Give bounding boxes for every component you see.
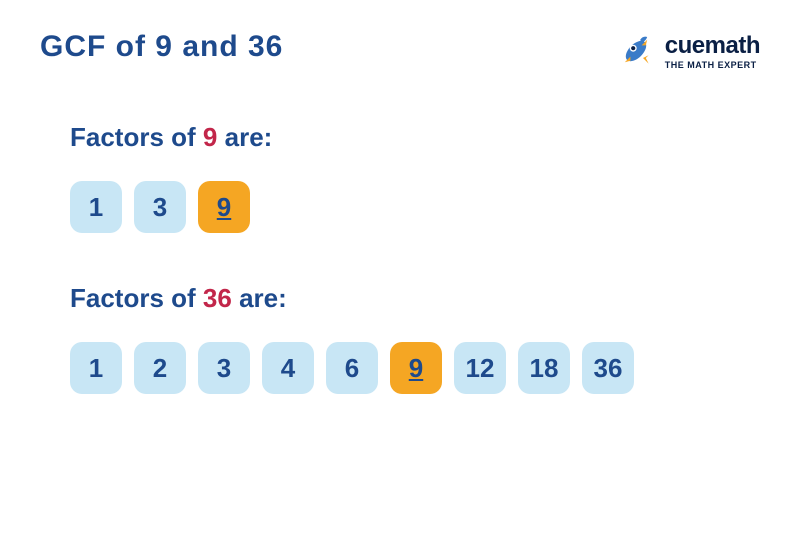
header: GCF of 9 and 36 cuemath THE MATH EXPERT xyxy=(40,30,760,72)
label-number: 9 xyxy=(203,122,217,152)
label-prefix: Factors of xyxy=(70,283,203,313)
section-label: Factors of 9 are: xyxy=(70,122,760,153)
sections-container: Factors of 9 are:139Factors of 36 are:12… xyxy=(40,122,760,394)
label-prefix: Factors of xyxy=(70,122,203,152)
factor-box: 1 xyxy=(70,342,122,394)
page-title: GCF of 9 and 36 xyxy=(40,30,283,64)
factor-box: 12 xyxy=(454,342,506,394)
factor-box: 1 xyxy=(70,181,122,233)
brand-tagline: THE MATH EXPERT xyxy=(665,60,760,70)
section-label: Factors of 36 are: xyxy=(70,283,760,314)
factor-box: 18 xyxy=(518,342,570,394)
factor-box: 2 xyxy=(134,342,186,394)
label-suffix: are: xyxy=(217,122,272,152)
factor-box: 4 xyxy=(262,342,314,394)
brand-name: cuemath xyxy=(665,32,760,60)
factor-row: 123469121836 xyxy=(70,342,760,394)
factors-section: Factors of 36 are:123469121836 xyxy=(40,283,760,394)
factor-box-gcf: 9 xyxy=(390,342,442,394)
factor-row: 139 xyxy=(70,181,760,233)
brand-logo: cuemath THE MATH EXPERT xyxy=(615,30,760,72)
factor-box: 6 xyxy=(326,342,378,394)
factor-box: 3 xyxy=(134,181,186,233)
factors-section: Factors of 9 are: 139 xyxy=(40,122,760,233)
factor-box-gcf: 9 xyxy=(198,181,250,233)
factor-box: 3 xyxy=(198,342,250,394)
brand-text-block: cuemath THE MATH EXPERT xyxy=(665,32,760,70)
factor-box: 36 xyxy=(582,342,634,394)
label-number: 36 xyxy=(203,283,232,313)
label-suffix: are: xyxy=(232,283,287,313)
rocket-icon xyxy=(615,30,657,72)
